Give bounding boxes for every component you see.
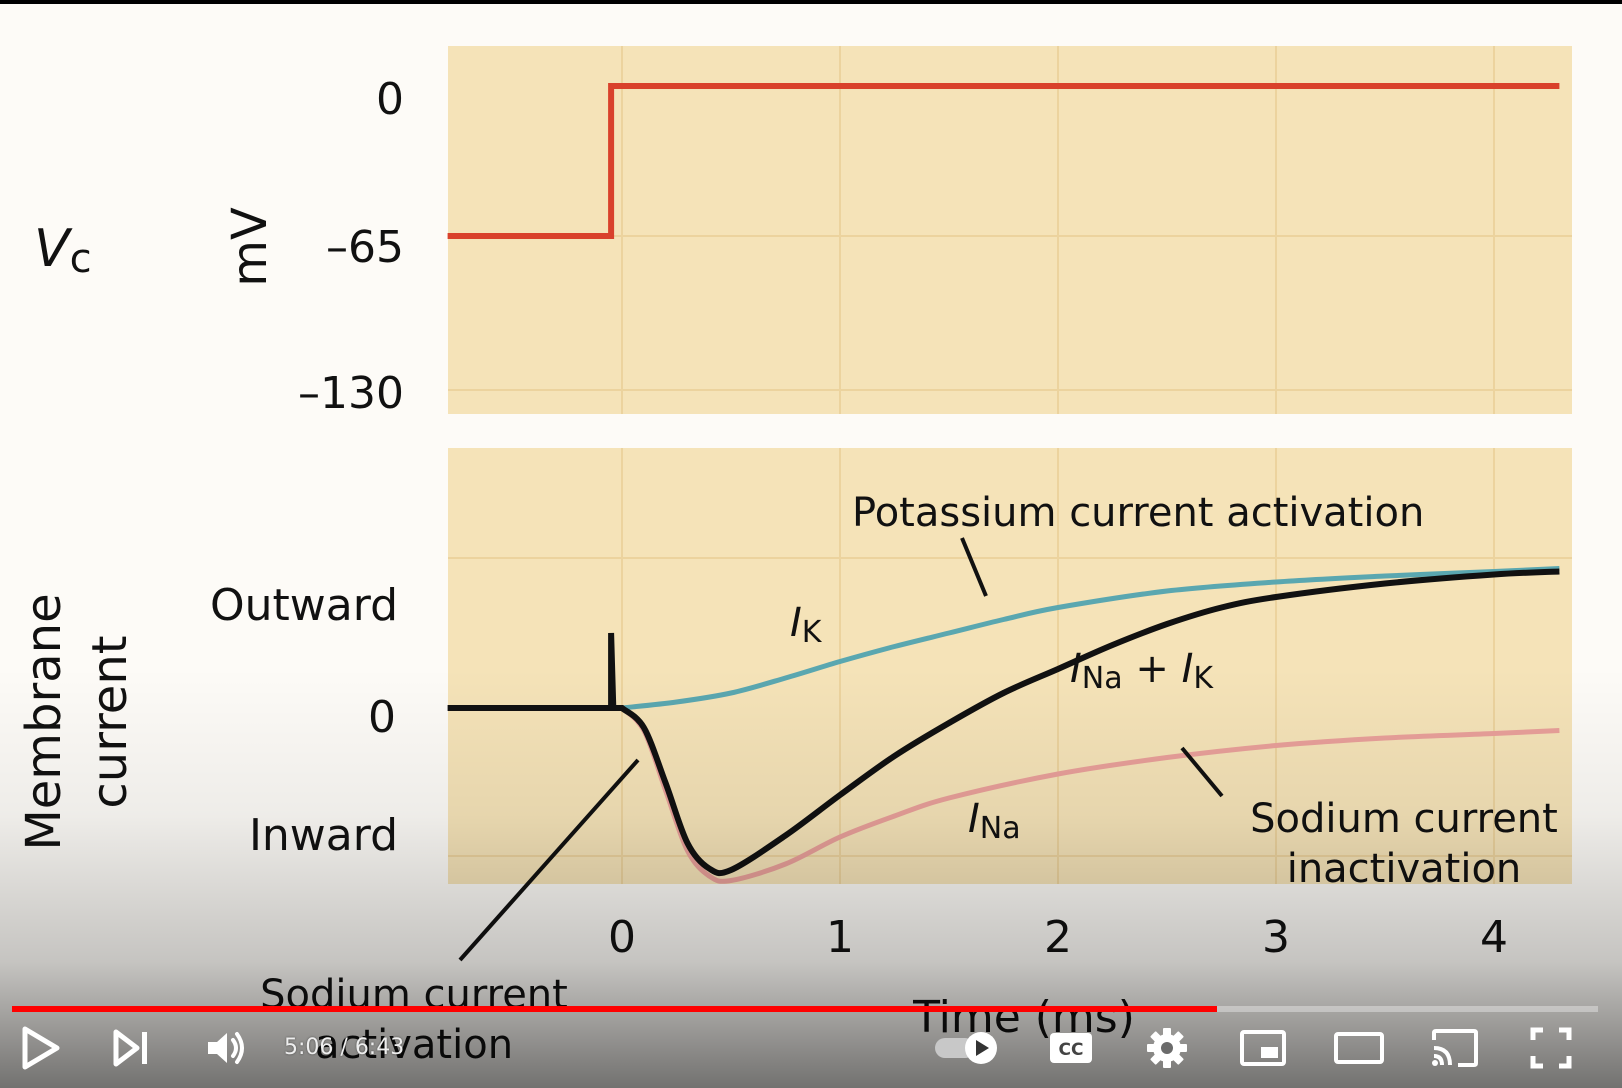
closed-captions-icon: CC xyxy=(1050,1033,1092,1063)
captions-button[interactable]: CC xyxy=(1040,1018,1102,1078)
autoplay-toggle-icon xyxy=(935,1032,997,1064)
next-button[interactable] xyxy=(100,1018,162,1078)
sodium-inactivation-label-line2: inactivation xyxy=(1287,846,1522,892)
miniplayer-icon xyxy=(1240,1030,1286,1066)
x-tick-2: 2 xyxy=(1044,912,1072,963)
autoplay-toggle[interactable] xyxy=(928,1018,1004,1078)
time-current: 5:06 xyxy=(284,1035,334,1060)
video-frame[interactable]: Vc mV 0 –65 –130 Membrane current Outwar… xyxy=(0,4,1622,1088)
x-tick-0: 0 xyxy=(608,912,636,963)
ina-plus-ik-plus: + xyxy=(1123,646,1182,692)
sodium-inactivation-label-line1: Sodium current xyxy=(1250,796,1558,842)
svg-text:CC: CC xyxy=(1059,1040,1084,1060)
progress-played xyxy=(12,1006,1218,1012)
ik-label: IK xyxy=(790,600,823,650)
y-tick-0: 0 xyxy=(376,74,404,125)
inward-label: Inward xyxy=(249,810,398,861)
fullscreen-button[interactable] xyxy=(1520,1018,1582,1078)
player-controls: 5:06 / 6:43 CC xyxy=(0,1018,1622,1088)
ina-label-i: I xyxy=(968,796,980,842)
play-button[interactable] xyxy=(10,1018,72,1078)
time-separator: / xyxy=(333,1035,355,1060)
ina-plus-ik-i1: I xyxy=(1070,646,1082,692)
time-display: 5:06 / 6:43 xyxy=(284,1036,404,1060)
x-tick-4: 4 xyxy=(1480,912,1508,963)
cast-button[interactable] xyxy=(1424,1018,1486,1078)
outward-label: Outward xyxy=(210,580,398,631)
vc-label-sub: c xyxy=(70,236,92,282)
current-label: current xyxy=(82,635,138,808)
ina-label-sub: Na xyxy=(980,811,1021,846)
ik-label-sub: K xyxy=(802,615,823,650)
ina-plus-ik-sub2: K xyxy=(1193,661,1214,696)
current-zero-label: 0 xyxy=(368,692,396,743)
cast-icon xyxy=(1432,1029,1478,1067)
membrane-label: Membrane xyxy=(16,593,72,850)
theater-mode-button[interactable] xyxy=(1328,1018,1390,1078)
theater-mode-icon xyxy=(1334,1032,1384,1064)
skip-next-icon xyxy=(113,1029,147,1067)
voltage-step-line xyxy=(447,83,1560,239)
voltage-clamp-figure: Vc mV 0 –65 –130 Membrane current Outwar… xyxy=(16,46,1572,1068)
miniplayer-button[interactable] xyxy=(1232,1018,1294,1078)
volume-button[interactable] xyxy=(196,1018,258,1078)
settings-button[interactable] xyxy=(1136,1018,1198,1078)
y-tick-minus130: –130 xyxy=(298,368,404,419)
potassium-leader-line xyxy=(960,537,988,597)
ina-plus-ik-sub1: Na xyxy=(1082,661,1123,696)
volume-icon xyxy=(208,1032,244,1064)
x-tick-1: 1 xyxy=(826,912,854,963)
ina-plus-ik-i2: I xyxy=(1182,646,1194,692)
time-total: 6:43 xyxy=(354,1035,405,1060)
ik-label-i: I xyxy=(790,600,802,646)
vc-label-v: V xyxy=(34,219,73,279)
voltage-panel xyxy=(448,46,1572,414)
mv-unit-label: mV xyxy=(222,207,278,287)
fullscreen-icon xyxy=(1530,1027,1572,1069)
progress-bar[interactable] xyxy=(12,1006,1598,1012)
play-icon xyxy=(22,1026,60,1070)
x-tick-3: 3 xyxy=(1262,912,1290,963)
potassium-activation-label: Potassium current activation xyxy=(852,490,1424,536)
gear-icon xyxy=(1147,1028,1187,1068)
vc-label: Vc xyxy=(34,219,92,282)
y-tick-minus65: –65 xyxy=(326,222,404,273)
